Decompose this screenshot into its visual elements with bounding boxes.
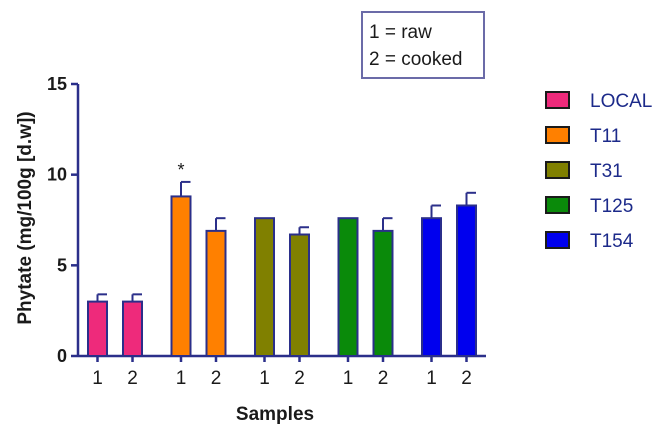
bar-t125-1: [337, 217, 359, 357]
x-tick-label: 1: [343, 368, 354, 389]
chart-bars: *: [87, 160, 477, 358]
y-tick-label: 0: [57, 346, 67, 366]
y-tick-label: 15: [47, 74, 67, 94]
x-tick-label: 1: [176, 368, 187, 389]
sample-key-line-1: 1 = raw: [369, 22, 432, 43]
bar-local-2: [122, 300, 143, 358]
bar-t31-2: [289, 233, 310, 357]
bar-t11-1: [170, 195, 192, 357]
chart-legend: LOCAL T11 T31 T125 T154: [545, 91, 652, 252]
y-tick-labels: 0 5 10 15: [47, 74, 67, 366]
x-tick-label: 2: [127, 368, 138, 389]
bar-t154-2: [456, 204, 477, 357]
legend-label-t154: T154: [590, 231, 634, 252]
sample-key-box: [361, 11, 485, 79]
x-tick-label: 2: [378, 368, 389, 389]
y-axis-label: Phytate (mg/100g [d.w]): [15, 111, 36, 324]
bar-t11-2: [205, 229, 227, 358]
x-tick-label: 1: [92, 368, 103, 389]
bar-t31-1: [254, 217, 275, 357]
sample-key-note: 1 = raw 2 = cooked: [361, 11, 485, 79]
x-tick-label: 2: [211, 368, 222, 389]
x-tick-labels: 1 2 1 2 1 2 1 2 1 2: [92, 368, 472, 389]
bar-local-1: [87, 300, 108, 358]
x-tick-label: 2: [461, 368, 472, 389]
x-tick-label: 1: [259, 368, 270, 389]
x-tick-label: 1: [426, 368, 437, 389]
sample-key-line-2: 2 = cooked: [369, 49, 463, 70]
significance-marker: *: [177, 160, 184, 180]
bar-t154-1: [421, 217, 442, 357]
legend-label-t125: T125: [590, 196, 633, 217]
bar-t125-2: [372, 229, 394, 358]
x-tick-label: 2: [294, 368, 305, 389]
legend-swatch-t154: [545, 231, 570, 249]
x-axis-label: Samples: [236, 404, 314, 425]
legend-label-t11: T11: [590, 126, 621, 147]
legend-swatch-t125: [545, 196, 570, 214]
y-tick-label: 10: [47, 165, 67, 185]
legend-label-local: LOCAL: [590, 91, 652, 112]
legend-swatch-t11: [545, 126, 570, 144]
legend-swatch-local: [545, 91, 570, 109]
legend-label-t31: T31: [590, 161, 623, 182]
legend-swatch-t31: [545, 161, 570, 179]
chart-axes: [71, 82, 486, 362]
y-tick-label: 5: [57, 255, 67, 275]
